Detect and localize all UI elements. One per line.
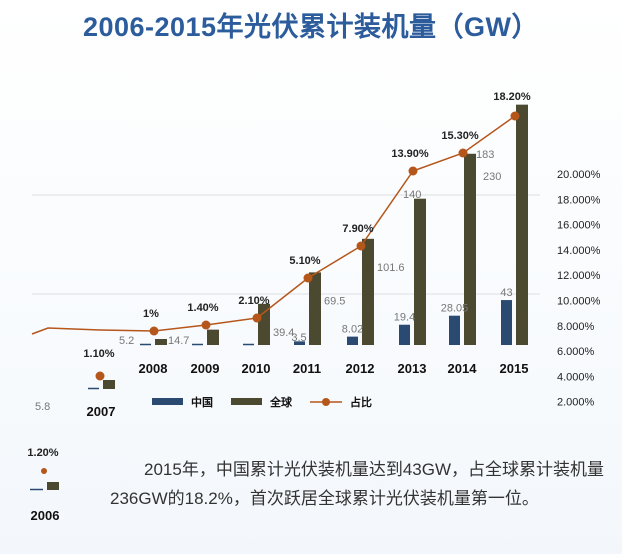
legend-label-ratio: 占比 bbox=[350, 395, 372, 409]
ratio-point-2008 bbox=[149, 326, 159, 336]
right-axis-tick: 14.000% bbox=[557, 245, 601, 257]
legend-label-global: 全球 bbox=[269, 395, 293, 409]
bar-china-2012 bbox=[347, 336, 358, 345]
bar-global-2007 bbox=[103, 380, 115, 389]
global-value-label: 69.5 bbox=[324, 295, 345, 307]
global-value-label: 39.4 bbox=[273, 327, 294, 339]
x-tick-label: 2008 bbox=[139, 361, 168, 376]
legend-marker-ratio bbox=[322, 398, 330, 406]
china-value-label: 19.4 bbox=[394, 312, 415, 324]
china-value-label: 28.05 bbox=[441, 303, 469, 315]
global-value-label: 183 bbox=[476, 149, 494, 161]
right-axis-tick: 18.000% bbox=[557, 194, 601, 206]
x-tick-label: 2015 bbox=[500, 361, 529, 376]
data-labels: 1.20% 1.10% 5.8 1% 5.2 1.40% 14.7 2.10% 39.4 5.10… bbox=[27, 91, 530, 459]
global-value-label: 14.7 bbox=[168, 335, 189, 347]
global-value-label: 5.8 bbox=[35, 401, 50, 413]
bar-china-2014 bbox=[449, 315, 460, 345]
right-axis-tick: 4.000% bbox=[557, 371, 595, 383]
x-tick-label: 2009 bbox=[191, 361, 220, 376]
x-axis-labels: 2006 2007 2008 2009 2010 2011 2012 2013 2014 2015 bbox=[31, 361, 529, 523]
ratio-label: 7.90% bbox=[342, 223, 373, 235]
ratio-point-2012 bbox=[356, 241, 366, 251]
bar-china-2011 bbox=[294, 341, 305, 345]
right-axis-tick: 12.000% bbox=[557, 270, 601, 282]
bar-global-2015 bbox=[516, 104, 528, 346]
right-axis-tick: 6.000% bbox=[557, 346, 595, 358]
ratio-label: 2.10% bbox=[238, 295, 269, 307]
ratio-point-2013 bbox=[408, 166, 418, 176]
summary-note: 2015年，中国累计光伏装机量达到43GW，占全球累计装机量236GW的18.2… bbox=[110, 455, 610, 513]
ratio-label: 18.20% bbox=[493, 91, 531, 103]
bars bbox=[30, 104, 528, 491]
bar-china-2015 bbox=[501, 300, 512, 345]
x-tick-label: 2010 bbox=[242, 361, 271, 376]
ratio-label: 1.10% bbox=[83, 348, 114, 360]
ratio-point-2006 bbox=[41, 468, 47, 474]
right-axis-tick: 2.000% bbox=[557, 397, 595, 409]
ratio-label: 15.30% bbox=[441, 130, 479, 142]
global-value-label: 230 bbox=[483, 171, 501, 183]
x-tick-label: 2013 bbox=[398, 361, 427, 376]
legend-swatch-china bbox=[152, 398, 183, 405]
bar-global-2014 bbox=[464, 153, 476, 345]
right-axis-tick: 16.000% bbox=[557, 220, 601, 232]
chart-title: 2006-2015年光伏累计装机量（GW） bbox=[82, 12, 540, 42]
global-value-label: 140 bbox=[403, 189, 421, 201]
bar-global-2009 bbox=[207, 329, 219, 345]
legend-label-china: 中国 bbox=[191, 395, 213, 409]
gridlines bbox=[32, 194, 540, 295]
bar-global-2013 bbox=[414, 198, 426, 345]
global-value-label: 101.6 bbox=[377, 262, 405, 274]
right-axis-tick: 8.000% bbox=[557, 321, 595, 333]
right-axis-tick: 20.000% bbox=[557, 169, 601, 181]
right-axis-labels: 20.000% 18.000% 16.000% 14.000% 12.000% 10.00… bbox=[557, 169, 601, 409]
x-tick-label: 2006 bbox=[31, 508, 60, 523]
bar-global-2008 bbox=[155, 339, 167, 345]
bar-global-2012 bbox=[362, 238, 374, 345]
ratio-point-2007 bbox=[95, 371, 105, 381]
ratio-point-2015 bbox=[510, 111, 520, 121]
ratio-point-2009 bbox=[201, 320, 211, 330]
summary-text: 2015年，中国累计光伏装机量达到43GW，占全球累计装机量236GW的18.2… bbox=[110, 460, 604, 508]
legend-swatch-global bbox=[231, 398, 262, 405]
ratio-point-2014 bbox=[458, 148, 468, 158]
ratio-line bbox=[31, 111, 520, 474]
x-tick-label: 2007 bbox=[87, 404, 116, 419]
ratio-label: 1.40% bbox=[187, 302, 218, 314]
global-value-label: 5.2 bbox=[119, 335, 134, 347]
ratio-label: 5.10% bbox=[289, 255, 320, 267]
x-tick-label: 2012 bbox=[346, 361, 375, 376]
ratio-label: 1% bbox=[143, 308, 159, 320]
ratio-line-path bbox=[31, 115, 516, 335]
bar-china-2013 bbox=[399, 324, 410, 345]
ratio-point-2010 bbox=[252, 313, 262, 323]
china-value-label: 3.5 bbox=[291, 332, 306, 344]
ratio-label: 13.90% bbox=[391, 148, 429, 160]
china-value-label: 43 bbox=[500, 287, 512, 299]
ratio-label: 1.20% bbox=[27, 447, 58, 459]
bar-global-2006 bbox=[47, 482, 59, 490]
x-tick-label: 2011 bbox=[293, 361, 321, 376]
china-value-label: 8.02 bbox=[342, 324, 363, 336]
bar-global-2011 bbox=[309, 272, 321, 345]
right-axis-tick: 10.000% bbox=[557, 296, 601, 308]
x-tick-label: 2014 bbox=[448, 361, 478, 376]
legend: 中国 全球 占比 bbox=[152, 395, 372, 409]
ratio-point-2011 bbox=[303, 273, 313, 283]
